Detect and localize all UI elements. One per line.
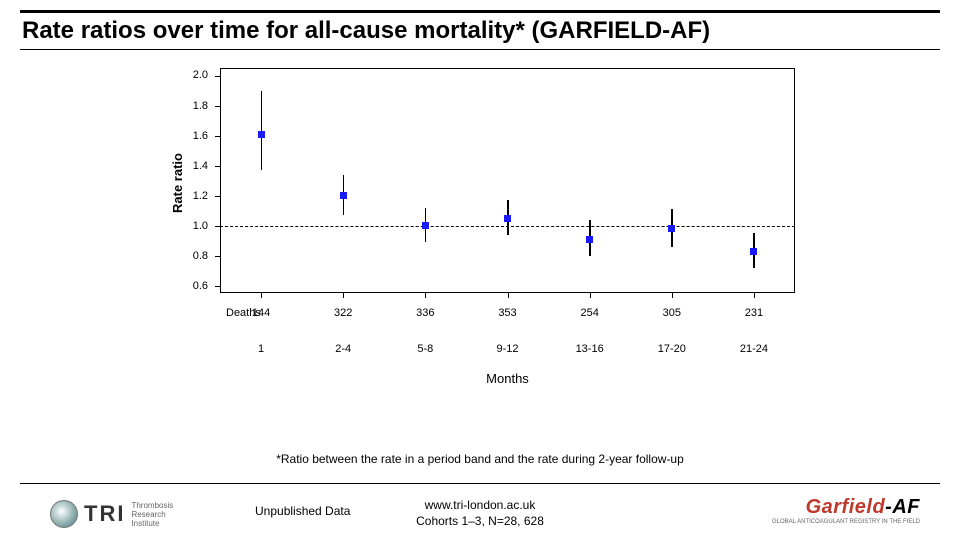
deaths-value: 254 [572, 307, 608, 319]
xtick-label: 17-20 [650, 343, 694, 355]
ytick-mark [215, 136, 220, 137]
title-rule-top [20, 10, 940, 13]
plot-frame [220, 68, 795, 293]
deaths-value: 353 [490, 307, 526, 319]
xtick-mark [343, 293, 344, 298]
deaths-value: 305 [654, 307, 690, 319]
xtick-mark [590, 293, 591, 298]
ytick-mark [215, 196, 220, 197]
garfield-logo-text: Garfield-AF [772, 496, 920, 519]
ytick-label: 1.2 [184, 190, 208, 202]
data-point [668, 225, 675, 232]
ytick-mark [215, 286, 220, 287]
ytick-label: 2.0 [184, 69, 208, 81]
ytick-label: 1.6 [184, 130, 208, 142]
deaths-value: 322 [325, 307, 361, 319]
data-point [422, 222, 429, 229]
xtick-label: 9-12 [486, 343, 530, 355]
xtick-label: 2-4 [321, 343, 365, 355]
xtick-mark [508, 293, 509, 298]
ytick-mark [215, 76, 220, 77]
deaths-value: 231 [736, 307, 772, 319]
ytick-mark [215, 106, 220, 107]
deaths-value: 336 [407, 307, 443, 319]
ytick-label: 0.6 [184, 280, 208, 292]
footnote: *Ratio between the rate in a period band… [0, 452, 960, 466]
ytick-label: 1.0 [184, 220, 208, 232]
ytick-label: 0.8 [184, 250, 208, 262]
xtick-label: 21-24 [732, 343, 776, 355]
ytick-mark [215, 256, 220, 257]
xtick-label: 5-8 [403, 343, 447, 355]
xtick-mark [261, 293, 262, 298]
title-rule-bottom [20, 49, 940, 50]
data-point [750, 248, 757, 255]
footer-rule [20, 483, 940, 484]
xtick-label: 1 [239, 343, 283, 355]
data-point [586, 236, 593, 243]
footer: TRI Thrombosis Research Institute Unpubl… [20, 490, 940, 542]
ytick-mark [215, 166, 220, 167]
page-title: Rate ratios over time for all-cause mort… [22, 17, 938, 45]
xtick-label: 13-16 [568, 343, 612, 355]
data-point [340, 192, 347, 199]
garfield-logo: Garfield-AF GLOBAL ANTICOAGULANT REGISTR… [772, 496, 920, 525]
ytick-label: 1.8 [184, 100, 208, 112]
data-point [258, 131, 265, 138]
xtick-mark [425, 293, 426, 298]
rate-ratio-chart: 0.60.81.01.21.41.61.82.0Rate ratioDeaths… [120, 68, 840, 403]
y-axis-label: Rate ratio [170, 153, 185, 213]
deaths-value: 144 [243, 307, 279, 319]
xtick-mark [754, 293, 755, 298]
data-point [504, 215, 511, 222]
x-axis-label: Months [220, 371, 795, 386]
garfield-logo-subtitle: GLOBAL ANTICOAGULANT REGISTRY IN THE FIE… [772, 519, 920, 525]
xtick-mark [672, 293, 673, 298]
ytick-label: 1.4 [184, 160, 208, 172]
